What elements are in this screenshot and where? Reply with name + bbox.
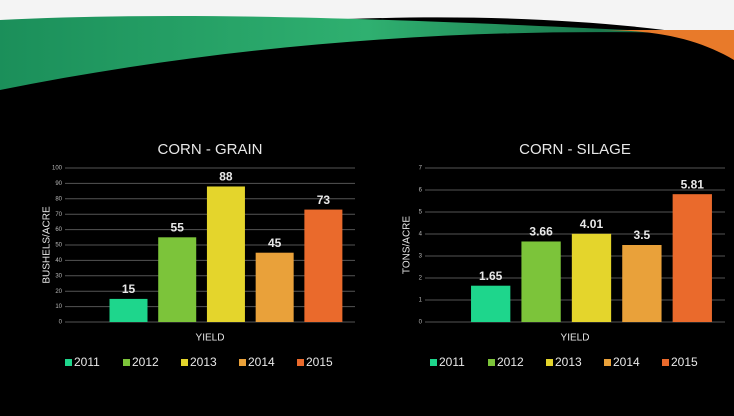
y-tick-label: 1 <box>419 298 423 304</box>
legend-swatch <box>181 359 188 366</box>
legend-label: 2012 <box>497 355 524 369</box>
bar <box>521 241 561 322</box>
y-tick-label: 20 <box>55 289 62 295</box>
data-label: 3.66 <box>529 225 553 239</box>
data-label: 88 <box>219 170 233 184</box>
legend-label: 2015 <box>671 355 698 369</box>
y-tick-label: 70 <box>55 212 62 218</box>
legend-label: 2013 <box>555 355 582 369</box>
y-tick-label: 0 <box>419 320 423 326</box>
y-tick-label: 60 <box>55 227 62 233</box>
data-label: 45 <box>268 236 282 250</box>
data-label: 3.5 <box>634 228 651 242</box>
legend-swatch <box>430 359 437 366</box>
legend-swatch <box>546 359 553 366</box>
legend-swatch <box>239 359 246 366</box>
x-tick-label: YIELD <box>196 333 225 344</box>
bar <box>158 237 197 322</box>
legend-swatch <box>123 359 130 366</box>
data-label: 15 <box>122 282 136 296</box>
data-label: 5.81 <box>681 177 705 191</box>
y-tick-label: 0 <box>59 320 63 326</box>
y-tick-label: 10 <box>55 304 62 310</box>
data-label: 1.65 <box>479 269 503 283</box>
bar <box>672 194 712 322</box>
data-label: 55 <box>171 220 185 234</box>
y-tick-label: 30 <box>55 273 62 279</box>
bar <box>109 298 148 322</box>
data-label: 4.01 <box>580 217 604 231</box>
legend-label: 2013 <box>190 355 217 369</box>
bar <box>206 186 245 322</box>
y-tick-label: 90 <box>55 181 62 187</box>
y-tick-label: 80 <box>55 196 62 202</box>
y-tick-label: 4 <box>419 232 423 238</box>
legend-swatch <box>662 359 669 366</box>
y-tick-label: 50 <box>55 243 62 249</box>
legend-label: 2015 <box>306 355 333 369</box>
y-tick-label: 6 <box>419 188 423 194</box>
data-label: 73 <box>317 193 331 207</box>
legend-label: 2011 <box>74 355 100 369</box>
chart-title: CORN - GRAIN <box>158 141 263 158</box>
legend-swatch <box>488 359 495 366</box>
swoosh-orange <box>600 30 734 60</box>
y-tick-label: 100 <box>52 166 63 172</box>
bar <box>304 209 343 322</box>
legend-swatch <box>65 359 72 366</box>
x-tick-label: YIELD <box>561 333 590 344</box>
legend-label: 2012 <box>132 355 159 369</box>
y-tick-label: 2 <box>419 276 423 282</box>
y-tick-label: 3 <box>419 254 423 260</box>
swoosh-green <box>0 15 734 90</box>
legend-label: 2014 <box>248 355 275 369</box>
bar <box>571 233 612 322</box>
y-tick-label: 40 <box>55 258 62 264</box>
legend-swatch <box>297 359 304 366</box>
y-tick-label: 5 <box>419 210 423 216</box>
legend-label: 2014 <box>613 355 640 369</box>
bar <box>471 285 511 322</box>
bar <box>255 252 294 322</box>
chart-title: CORN - SILAGE <box>519 141 631 158</box>
swoosh-white <box>0 0 734 55</box>
bar <box>622 245 662 322</box>
y-axis-label: TONS/ACRE <box>402 216 413 274</box>
y-tick-label: 7 <box>419 166 423 172</box>
legend-swatch <box>604 359 611 366</box>
y-axis-label: BUSHELS/ACRE <box>42 206 53 284</box>
legend-label: 2011 <box>439 355 465 369</box>
